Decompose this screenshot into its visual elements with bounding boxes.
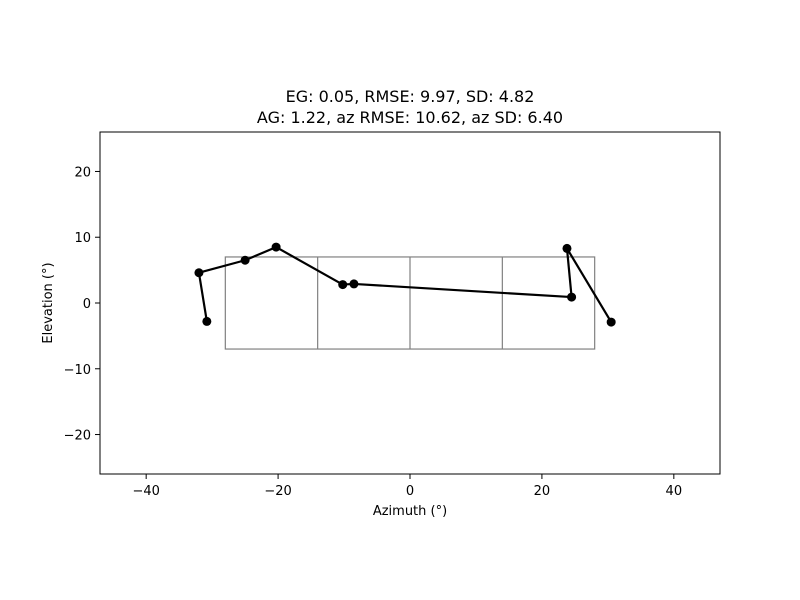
y-tick-label-3: 10 bbox=[74, 231, 91, 246]
data-point-6 bbox=[567, 293, 576, 302]
data-point-8 bbox=[607, 318, 616, 327]
x-axis-label: Azimuth (°) bbox=[373, 504, 447, 519]
data-point-7 bbox=[562, 244, 571, 253]
chart-title-line-2: AG: 1.22, az RMSE: 10.62, az SD: 6.40 bbox=[257, 108, 563, 127]
data-point-2 bbox=[241, 256, 250, 265]
y-tick-label-1: −10 bbox=[64, 363, 91, 378]
data-point-4 bbox=[338, 280, 347, 289]
data-point-3 bbox=[272, 243, 281, 252]
x-tick-label-1: −20 bbox=[264, 484, 291, 499]
y-tick-label-4: 20 bbox=[74, 165, 91, 180]
x-tick-label-4: 40 bbox=[666, 484, 683, 499]
y-tick-label-0: −20 bbox=[64, 429, 91, 444]
data-point-5 bbox=[349, 279, 358, 288]
reference-grid bbox=[225, 257, 594, 349]
y-axis-label: Elevation (°) bbox=[41, 262, 56, 343]
data-series bbox=[194, 243, 615, 327]
y-tick-label-2: 0 bbox=[83, 297, 91, 312]
x-tick-label-3: 20 bbox=[534, 484, 551, 499]
series-line-0 bbox=[199, 247, 611, 322]
data-point-0 bbox=[202, 317, 211, 326]
data-point-1 bbox=[194, 268, 203, 277]
x-tick-label-2: 0 bbox=[406, 484, 414, 499]
x-axis-ticks: −40 −20 0 20 40 bbox=[132, 474, 682, 499]
x-tick-label-0: −40 bbox=[132, 484, 159, 499]
chart-title-line-1: EG: 0.05, RMSE: 9.97, SD: 4.82 bbox=[286, 87, 535, 106]
y-axis-ticks: −20 −10 0 10 20 bbox=[64, 165, 100, 443]
